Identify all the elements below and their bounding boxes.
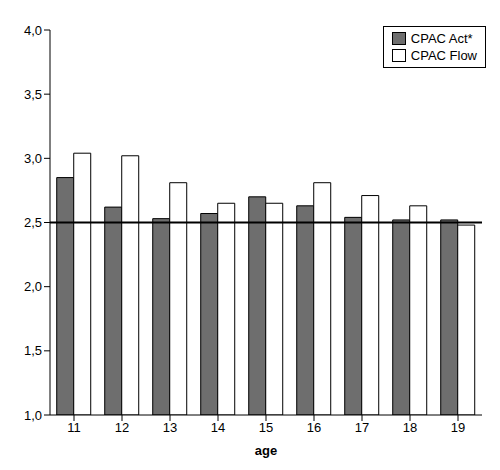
svg-text:16: 16 <box>307 420 321 435</box>
svg-text:age: age <box>255 443 277 458</box>
svg-text:17: 17 <box>355 420 369 435</box>
svg-text:1,5: 1,5 <box>24 343 42 358</box>
svg-text:4,0: 4,0 <box>24 23 42 38</box>
svg-text:2,5: 2,5 <box>24 215 42 230</box>
svg-text:19: 19 <box>451 420 465 435</box>
svg-text:3,5: 3,5 <box>24 87 42 102</box>
html-text:CPAC Act*: CPAC Act* <box>410 31 473 46</box>
svg-text:14: 14 <box>211 420 225 435</box>
svg-text:2,0: 2,0 <box>24 279 42 294</box>
svg-text:13: 13 <box>163 420 177 435</box>
svg-text:11: 11 <box>67 420 81 435</box>
svg-text:3,0: 3,0 <box>24 151 42 166</box>
svg-text:18: 18 <box>403 420 417 435</box>
svg-text:1,0: 1,0 <box>24 408 42 423</box>
svg-text:12: 12 <box>115 420 129 435</box>
svg-text:15: 15 <box>259 420 273 435</box>
html-text:CPAC Flow: CPAC Flow <box>410 48 477 63</box>
